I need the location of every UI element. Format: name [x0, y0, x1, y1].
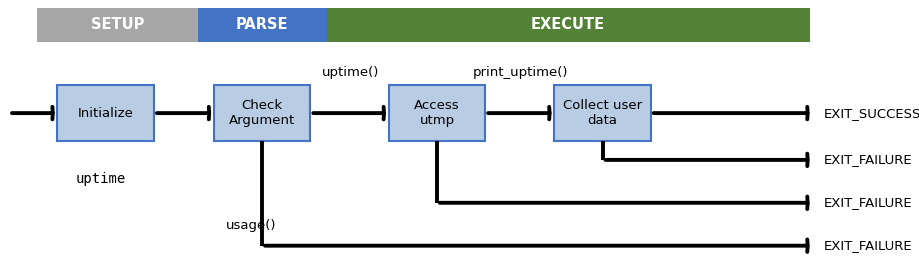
- Text: uptime: uptime: [75, 172, 126, 186]
- Bar: [198, 8, 326, 42]
- Text: PARSE: PARSE: [235, 17, 289, 32]
- Text: EXIT_FAILURE: EXIT_FAILURE: [823, 239, 911, 252]
- Text: Access
utmp: Access utmp: [414, 99, 460, 127]
- Text: EXIT_FAILURE: EXIT_FAILURE: [823, 153, 911, 166]
- Text: print_uptime(): print_uptime(): [472, 66, 568, 79]
- Bar: [37, 8, 198, 42]
- Text: EXIT_FAILURE: EXIT_FAILURE: [823, 196, 911, 209]
- Text: Check
Argument: Check Argument: [229, 99, 295, 127]
- Text: Initialize: Initialize: [78, 107, 133, 120]
- FancyBboxPatch shape: [553, 85, 651, 141]
- FancyBboxPatch shape: [389, 85, 485, 141]
- Text: usage(): usage(): [225, 219, 276, 232]
- Text: uptime(): uptime(): [322, 66, 379, 79]
- FancyBboxPatch shape: [57, 85, 154, 141]
- Bar: [326, 8, 809, 42]
- Text: Collect user
data: Collect user data: [562, 99, 641, 127]
- FancyBboxPatch shape: [213, 85, 311, 141]
- Text: SETUP: SETUP: [90, 17, 144, 32]
- Text: EXECUTE: EXECUTE: [530, 17, 605, 32]
- Text: EXIT_SUCCESS: EXIT_SUCCESS: [823, 107, 919, 120]
